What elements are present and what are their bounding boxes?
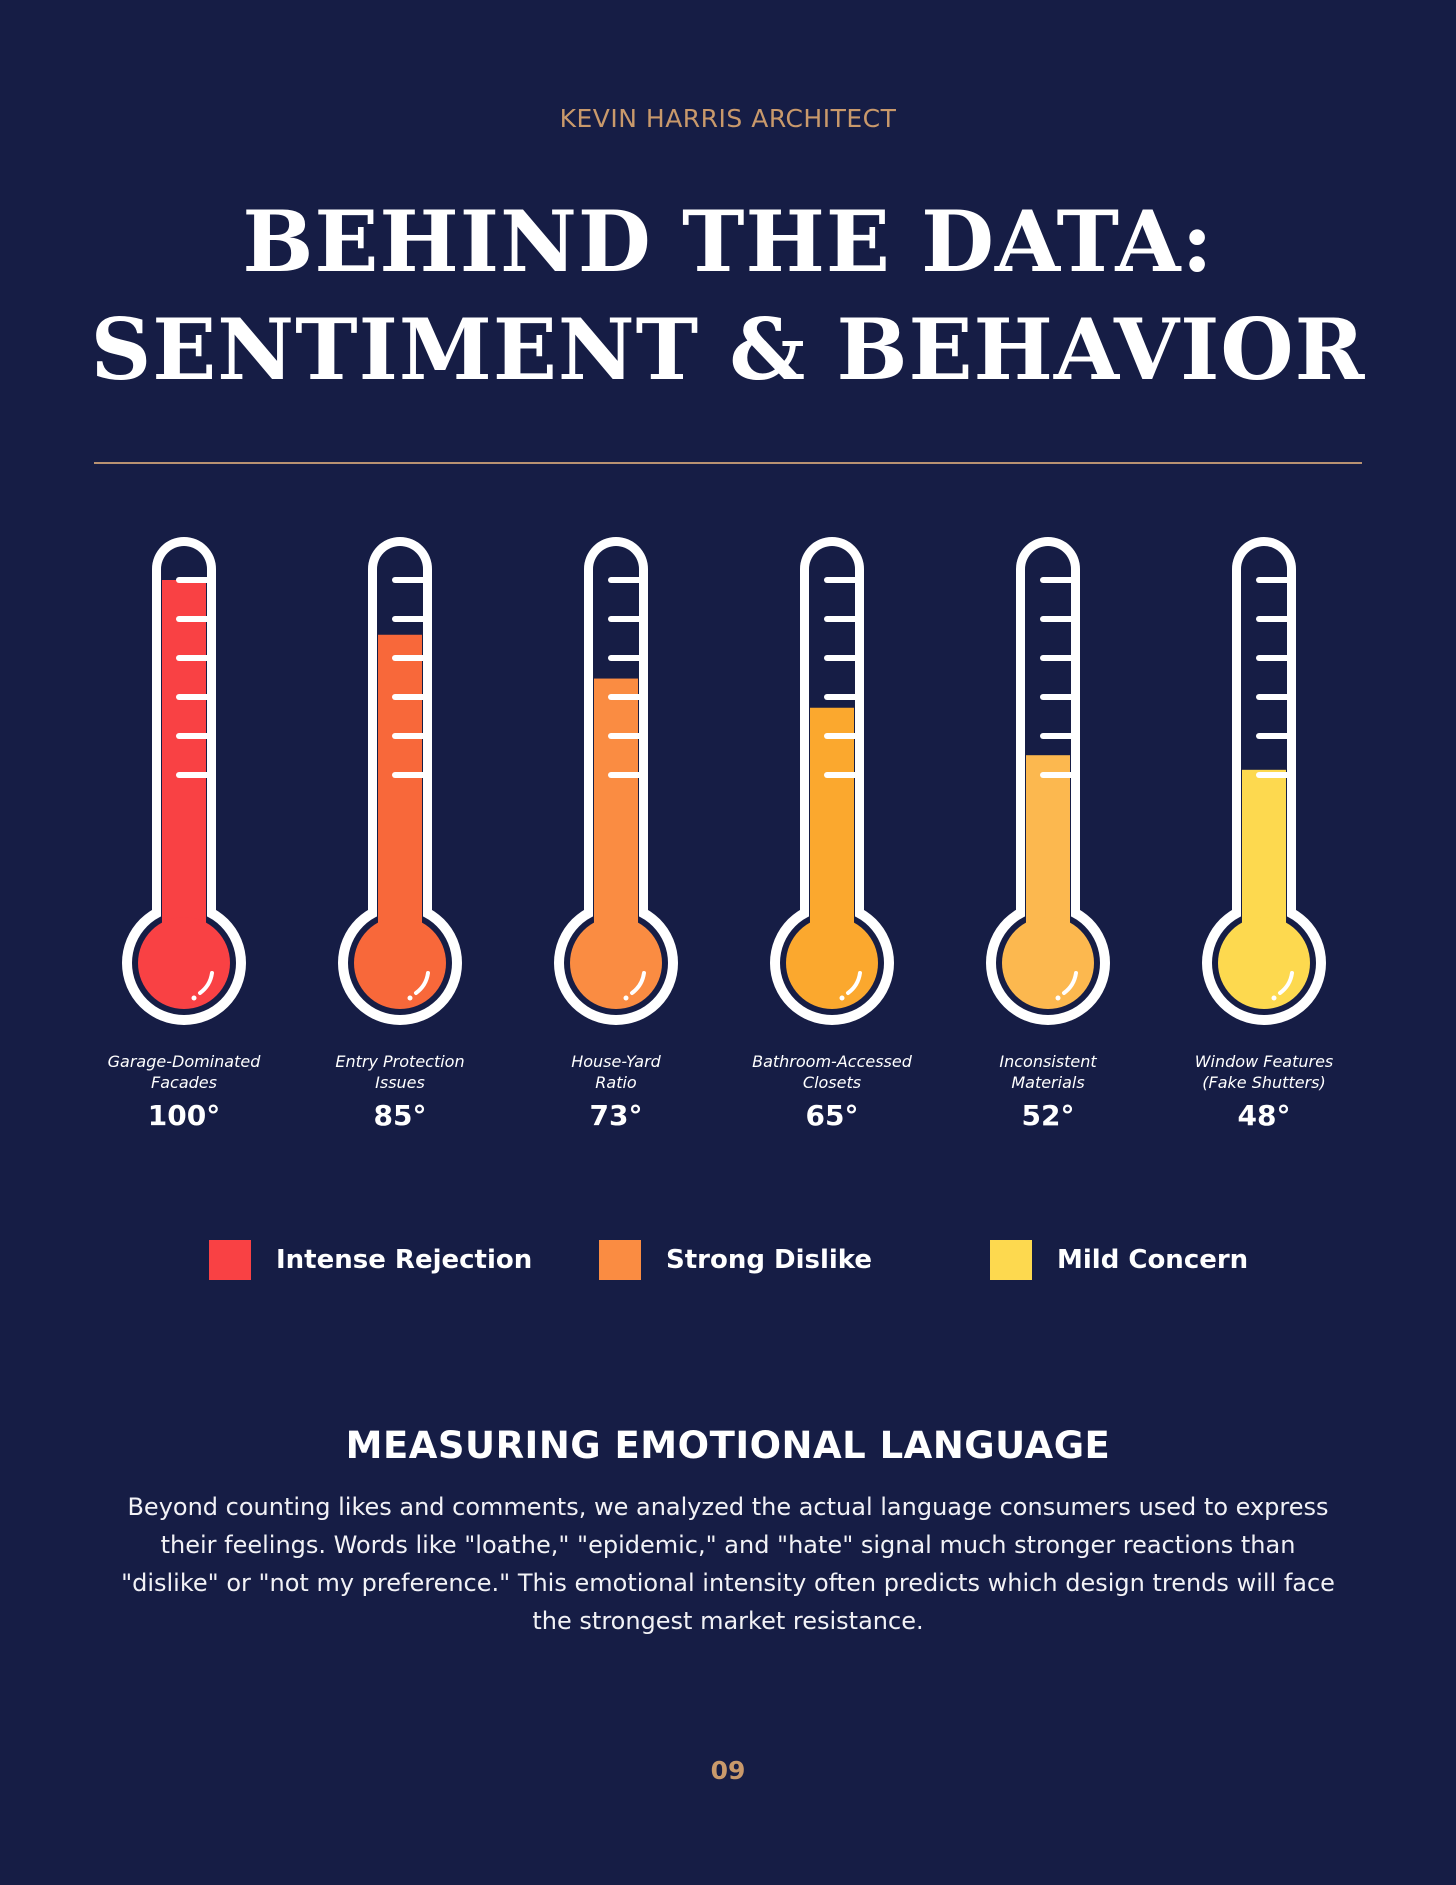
bulb-highlight	[1062, 971, 1078, 995]
bulb-highlight-dot	[623, 995, 629, 1001]
bulb-highlight-dot	[191, 995, 197, 1001]
category-label: Inconsistent	[999, 1052, 1097, 1071]
bulb-highlight-dot	[839, 995, 845, 1001]
page-number: 09	[710, 1756, 746, 1785]
value-label: 48°	[1238, 1099, 1291, 1132]
bulb-highlight-dot	[1271, 995, 1277, 1001]
value-label: 85°	[374, 1099, 427, 1132]
thermometer	[986, 537, 1110, 1025]
bulb-highlight-dot	[407, 995, 413, 1001]
category-label: Materials	[1011, 1073, 1084, 1092]
category-label: Ratio	[595, 1073, 637, 1092]
category-label: Closets	[803, 1073, 861, 1092]
category-label: Entry Protection	[335, 1052, 464, 1071]
thermometer-chart: Garage-Dominated Facades 100° Entry Protect…	[108, 537, 1334, 1132]
legend-label: Strong Dislike	[666, 1245, 873, 1275]
bulb-highlight	[1278, 971, 1294, 995]
bulb-highlight	[630, 971, 646, 995]
thermometer-fill	[162, 580, 206, 963]
title-line-2: SENTIMENT & BEHAVIOR	[90, 299, 1366, 399]
value-label: 65°	[806, 1099, 859, 1132]
bulb-highlight	[414, 971, 430, 995]
category-label: Issues	[375, 1073, 425, 1092]
thermometer-fill	[378, 634, 422, 963]
category-label: House-Yard	[571, 1052, 661, 1071]
value-label: 100°	[148, 1099, 220, 1132]
category-label: Window Features	[1195, 1052, 1334, 1071]
bulb-highlight	[846, 971, 862, 995]
bulb-highlight-dot	[1055, 995, 1061, 1001]
value-label: 52°	[1022, 1099, 1075, 1132]
legend-label: Intense Rejection	[276, 1245, 533, 1275]
page-title: BEHIND THE DATA: SENTIMENT & BEHAVIOR	[0, 188, 1456, 403]
thermometer	[122, 537, 246, 1025]
legend-swatch	[209, 1240, 251, 1280]
legend-swatch	[990, 1240, 1032, 1280]
thermometer	[1202, 537, 1326, 1025]
legend-item-intense-rejection: Intense Rejection	[209, 1238, 532, 1282]
legend-label: Mild Concern	[1057, 1245, 1249, 1275]
bulb-highlight	[198, 971, 214, 995]
section-body: Beyond counting likes and comments, we a…	[121, 1493, 1335, 1635]
thermometer	[770, 537, 894, 1025]
thermometer	[338, 537, 462, 1025]
category-label: (Fake Shutters)	[1202, 1073, 1325, 1092]
chart-legend: Intense Rejection Strong Dislike Mild Co…	[0, 1238, 1456, 1282]
title-divider	[94, 462, 1362, 464]
category-label: Bathroom-Accessed	[752, 1052, 913, 1071]
title-line-1: BEHIND THE DATA:	[242, 192, 1214, 291]
legend-item-strong-dislike: Strong Dislike	[599, 1238, 872, 1282]
category-label: Facades	[151, 1073, 217, 1092]
thermometer-bulb-fill	[1002, 917, 1094, 1009]
thermometer-bulb-fill	[138, 917, 230, 1009]
legend-swatch	[599, 1240, 641, 1280]
section-heading: MEASURING EMOTIONAL LANGUAGE	[345, 1424, 1111, 1467]
brand-name: KEVIN HARRIS ARCHITECT	[559, 104, 897, 133]
value-label: 73°	[590, 1099, 643, 1132]
thermometer-bulb-fill	[1218, 917, 1310, 1009]
thermometer-bulb-fill	[354, 917, 446, 1009]
thermometer	[554, 537, 678, 1025]
legend-item-mild-concern: Mild Concern	[990, 1238, 1248, 1282]
thermometer-fill	[594, 678, 638, 963]
thermometer-bulb-fill	[786, 917, 878, 1009]
thermometer-bulb-fill	[570, 917, 662, 1009]
category-label: Garage-Dominated	[108, 1052, 262, 1071]
